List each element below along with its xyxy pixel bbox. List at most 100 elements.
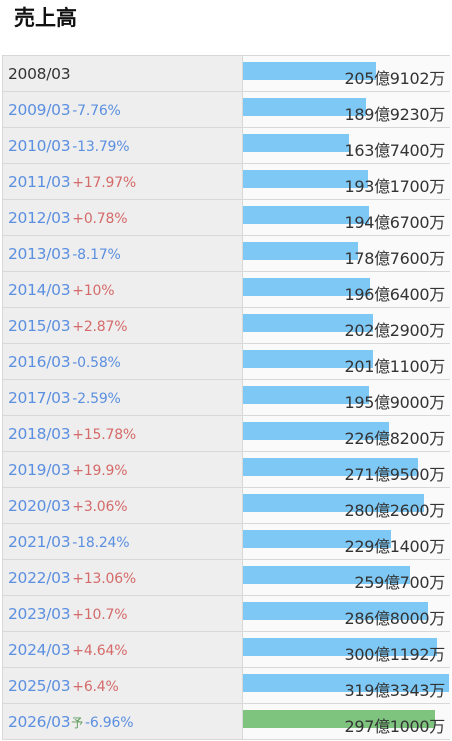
period-cell: 2018/03 +15.78% <box>3 416 243 451</box>
change-label: -13.79% <box>72 139 130 155</box>
value-label: 178億7600万 <box>344 249 445 268</box>
change-label: +17.97% <box>72 175 137 191</box>
forecast-marker: 予 <box>71 716 83 730</box>
bar-cell: 259億700万 <box>243 560 451 595</box>
value-label: 163億7400万 <box>344 141 445 160</box>
value-label: 205億9102万 <box>344 69 445 88</box>
table-row: 2022/03 +13.06% 259億700万 <box>2 560 451 596</box>
table-row: 2011/03 +17.97% 193億1700万 <box>2 164 451 200</box>
change-label: +6.4% <box>72 679 119 695</box>
period-label: 2023/03 <box>8 605 71 623</box>
bar-cell: 178億7600万 <box>243 236 451 271</box>
value-bar <box>243 98 366 116</box>
bar-cell: 195億9000万 <box>243 380 451 415</box>
value-label: 271億9500万 <box>344 465 445 484</box>
bar-cell: 193億1700万 <box>243 164 451 199</box>
period-cell: 2024/03 +4.64% <box>3 632 243 667</box>
period-cell: 2012/03 +0.78% <box>3 200 243 235</box>
change-label: -0.58% <box>72 355 121 371</box>
period-label: 2014/03 <box>8 281 71 299</box>
value-bar <box>243 314 373 332</box>
change-label: +10% <box>72 283 115 299</box>
period-cell: 2019/03 +19.9% <box>3 452 243 487</box>
value-bar <box>243 278 370 296</box>
value-label: 193億1700万 <box>344 177 445 196</box>
value-label: 194億6700万 <box>344 213 445 232</box>
period-label: 2022/03 <box>8 569 71 587</box>
period-label: 2015/03 <box>8 317 71 335</box>
bar-cell: 319億3343万 <box>243 668 451 703</box>
bar-cell: 297億1000万 <box>243 704 451 739</box>
forecast-bar <box>243 710 435 728</box>
bar-cell: 189億9230万 <box>243 92 451 127</box>
value-label: 297億1000万 <box>344 717 445 736</box>
period-cell: 2010/03 -13.79% <box>3 128 243 163</box>
bar-cell: 300億1192万 <box>243 632 451 667</box>
change-label: -8.17% <box>72 247 121 263</box>
period-label: 2011/03 <box>8 173 71 191</box>
table-row: 2020/03 +3.06% 280億2600万 <box>2 488 451 524</box>
period-label: 2020/03 <box>8 497 71 515</box>
period-cell: 2022/03 +13.06% <box>3 560 243 595</box>
table-row: 2017/03 -2.59% 195億9000万 <box>2 380 451 416</box>
change-label: +15.78% <box>72 427 137 443</box>
value-label: 280億2600万 <box>344 501 445 520</box>
bar-cell: 286億8000万 <box>243 596 451 631</box>
table-row: 2013/03 -8.17% 178億7600万 <box>2 236 451 272</box>
bar-cell: 271億9500万 <box>243 452 451 487</box>
value-bar <box>243 566 410 584</box>
value-label: 319億3343万 <box>344 681 445 700</box>
table-row: 2019/03 +19.9% 271億9500万 <box>2 452 451 488</box>
value-label: 286億8000万 <box>344 609 445 628</box>
period-label: 2018/03 <box>8 425 71 443</box>
period-cell: 2020/03 +3.06% <box>3 488 243 523</box>
bar-cell: 163億7400万 <box>243 128 451 163</box>
period-cell: 2016/03 -0.58% <box>3 344 243 379</box>
value-bar <box>243 134 349 152</box>
period-cell: 2009/03 -7.76% <box>3 92 243 127</box>
bar-cell: 226億8200万 <box>243 416 451 451</box>
value-label: 229億1400万 <box>344 537 445 556</box>
period-cell: 2017/03 -2.59% <box>3 380 243 415</box>
value-bar <box>243 638 437 656</box>
bar-cell: 229億1400万 <box>243 524 451 559</box>
sales-table: 2008/03 205億9102万 2009/03 -7.76% 189億9230万 20… <box>2 55 451 740</box>
change-label: -2.59% <box>72 391 121 407</box>
period-label: 2017/03 <box>8 389 71 407</box>
period-cell: 2008/03 <box>3 56 243 91</box>
change-label: -6.96% <box>85 715 134 731</box>
value-bar <box>243 206 369 224</box>
change-label: -7.76% <box>72 103 121 119</box>
period-cell: 2013/03 -8.17% <box>3 236 243 271</box>
period-cell: 2023/03 +10.7% <box>3 596 243 631</box>
page-title: 売上高 <box>14 6 77 30</box>
change-label: +3.06% <box>72 499 128 515</box>
value-bar <box>243 494 424 512</box>
period-label: 2008/03 <box>8 65 71 83</box>
change-label: +4.64% <box>72 643 128 659</box>
value-bar <box>243 602 428 620</box>
value-label: 196億6400万 <box>344 285 445 304</box>
bar-cell: 202億2900万 <box>243 308 451 343</box>
period-label: 2019/03 <box>8 461 71 479</box>
period-cell: 2011/03 +17.97% <box>3 164 243 199</box>
value-bar <box>243 422 389 440</box>
period-label: 2016/03 <box>8 353 71 371</box>
period-label: 2010/03 <box>8 137 71 155</box>
period-cell: 2021/03 -18.24% <box>3 524 243 559</box>
value-bar <box>243 386 369 404</box>
bar-cell: 280億2600万 <box>243 488 451 523</box>
period-label: 2013/03 <box>8 245 71 263</box>
table-row: 2024/03 +4.64% 300億1192万 <box>2 632 451 668</box>
table-row: 2009/03 -7.76% 189億9230万 <box>2 92 451 128</box>
period-label: 2021/03 <box>8 533 71 551</box>
table-row: 2018/03 +15.78% 226億8200万 <box>2 416 451 452</box>
change-label: +13.06% <box>72 571 137 587</box>
table-row: 2021/03 -18.24% 229億1400万 <box>2 524 451 560</box>
bar-cell: 205億9102万 <box>243 56 451 91</box>
value-label: 195億9000万 <box>344 393 445 412</box>
value-bar <box>243 62 376 80</box>
change-label: +10.7% <box>72 607 128 623</box>
period-label: 2026/03 <box>8 713 71 731</box>
table-row: 2008/03 205億9102万 <box>2 56 451 92</box>
